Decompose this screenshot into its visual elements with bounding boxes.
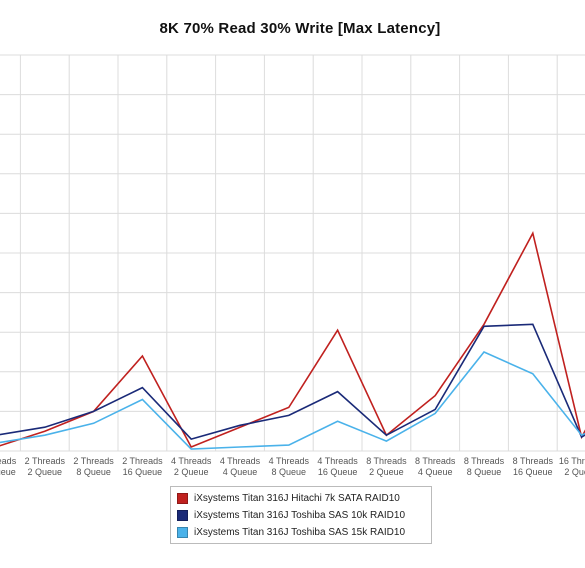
- series-line-3: [0, 351, 585, 450]
- legend-label-hitachi-7k-sata: iXsystems Titan 316J Hitachi 7k SATA RAI…: [194, 493, 400, 504]
- x-tick-label: 4 Threads 4 Queue: [220, 456, 261, 477]
- x-tick-label: 2 Threads 8 Queue: [73, 456, 114, 477]
- series-line-2: [0, 323, 585, 441]
- legend-item-hitachi-7k-sata: iXsystems Titan 316J Hitachi 7k SATA RAI…: [177, 490, 425, 507]
- x-tick-label: 2 Threads 16 Queue: [122, 456, 163, 477]
- legend-swatch-hitachi-7k-sata: [177, 493, 188, 504]
- x-tick-label: 8 Threads 8 Queue: [464, 456, 505, 477]
- legend-swatch-toshiba-sas-10k: [177, 510, 188, 521]
- legend-label-toshiba-sas-10k: iXsystems Titan 316J Toshiba SAS 10k RAI…: [194, 510, 406, 521]
- series-line-1: [0, 230, 585, 449]
- legend-item-toshiba-sas-10k: iXsystems Titan 316J Toshiba SAS 10k RAI…: [177, 507, 425, 524]
- x-tick-label: 8 Threads 4 Queue: [415, 456, 456, 477]
- x-tick-label: 4 Threads 16 Queue: [317, 456, 358, 477]
- x-tick-label: 4 Threads 2 Queue: [171, 456, 212, 477]
- x-tick-label: 2 Threads 2 Queue: [25, 456, 66, 477]
- x-tick-label: 8 Threads 2 Queue: [366, 456, 407, 477]
- legend-item-toshiba-sas-15k: iXsystems Titan 316J Toshiba SAS 15k RAI…: [177, 524, 425, 541]
- legend: iXsystems Titan 316J Hitachi 7k SATA RAI…: [170, 486, 432, 544]
- legend-label-toshiba-sas-15k: iXsystems Titan 316J Toshiba SAS 15k RAI…: [194, 527, 406, 538]
- chart-title: 8K 70% Read 30% Write [Max Latency]: [159, 20, 441, 37]
- legend-swatch-toshiba-sas-15k: [177, 527, 188, 538]
- x-tick-label: 4 Threads 8 Queue: [269, 456, 310, 477]
- x-tick-label: 8 Threads 16 Queue: [513, 456, 554, 477]
